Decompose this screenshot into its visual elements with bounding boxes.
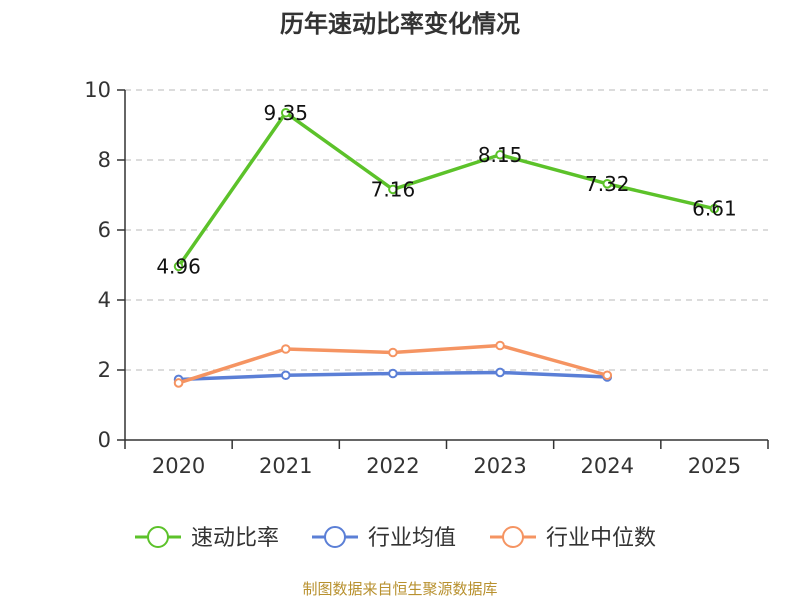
legend-marker	[324, 526, 346, 548]
y-tick-label: 4	[98, 288, 111, 312]
data-point	[388, 368, 398, 379]
legend-marker	[502, 526, 524, 548]
data-point	[388, 347, 398, 358]
x-tick-label: 2022	[366, 454, 419, 478]
data-point	[388, 184, 398, 195]
series-line	[177, 111, 715, 268]
data-label: 7.16	[371, 177, 416, 201]
data-point	[280, 107, 291, 118]
source-note: 制图数据来自恒生聚源数据库	[302, 580, 497, 598]
legend-item[interactable]: 行业中位数	[490, 526, 656, 551]
series-group	[173, 107, 720, 388]
data-label: 8.15	[478, 143, 523, 167]
data-label: 4.96	[156, 254, 201, 278]
x-tick-label: 2020	[152, 454, 205, 478]
x-tick-label: 2021	[259, 454, 312, 478]
legend-label: 速动比率	[191, 526, 279, 551]
axes: 0 2 4 6 8 10 2020 2021 2022 2023 2024 2025	[84, 78, 769, 478]
data-point	[173, 261, 184, 272]
y-tick-label: 0	[98, 428, 111, 452]
grid-lines	[125, 89, 768, 371]
y-tick-label: 8	[98, 148, 111, 172]
x-tick-label: 2024	[581, 454, 634, 478]
data-point	[602, 179, 613, 189]
legend-item[interactable]: 行业均值	[312, 526, 456, 551]
data-point	[280, 344, 291, 354]
chart-title: 历年速动比率变化情况	[280, 10, 520, 38]
data-labels: 4.96 9.35 7.16 8.15 7.32 6.61	[156, 101, 736, 279]
legend-label: 行业中位数	[546, 526, 656, 551]
legend-item[interactable]: 速动比率	[135, 526, 279, 551]
data-point	[495, 149, 505, 160]
data-label: 6.61	[692, 197, 737, 221]
data-point	[173, 378, 184, 388]
y-tick-label: 6	[98, 218, 111, 242]
legend-marker	[147, 526, 169, 548]
legend: 速动比率 行业均值 行业中位数	[135, 526, 656, 551]
y-tick-label: 2	[98, 358, 111, 382]
data-label: 7.32	[585, 172, 630, 196]
data-point	[495, 340, 505, 351]
y-tick-label: 10	[84, 78, 111, 102]
legend-label: 行业均值	[368, 526, 456, 551]
data-point	[280, 370, 291, 381]
data-point	[709, 203, 720, 214]
x-tick-label: 2025	[688, 454, 741, 478]
x-tick-label: 2023	[473, 454, 526, 478]
data-point	[495, 367, 505, 378]
data-label: 9.35	[263, 101, 308, 125]
data-point	[602, 370, 613, 381]
